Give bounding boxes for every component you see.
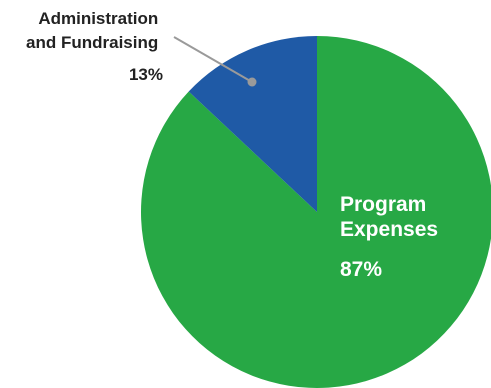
admin-percent-label: 13% <box>129 65 163 84</box>
program-label-line-1: Program <box>340 193 426 216</box>
pie-slices <box>141 36 491 388</box>
admin-label-line-2: and Fundraising <box>26 33 158 52</box>
program-percent-label: 87% <box>340 258 382 281</box>
program-label-line-2: Expenses <box>340 218 438 241</box>
admin-fundraising-slice <box>188 36 317 212</box>
program-expenses-slice <box>141 36 491 388</box>
admin-leader-line <box>173 36 253 83</box>
admin-label-line-1: Administration <box>38 9 158 28</box>
program-label: Program Expenses 87% <box>340 193 444 281</box>
admin-label: Administration and Fundraising 13% <box>26 9 163 84</box>
admin-leader-dot <box>247 77 257 87</box>
